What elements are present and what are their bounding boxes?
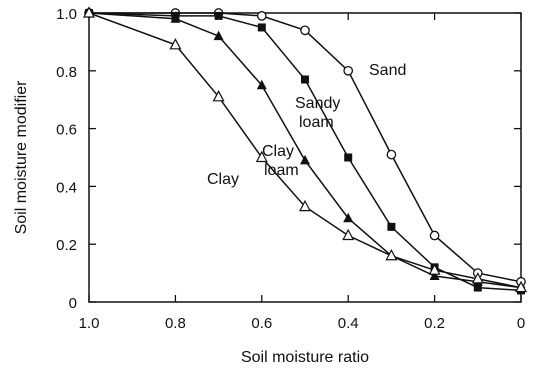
data-point-sandy-loam	[473, 283, 482, 292]
data-point-sandy-loam	[387, 222, 396, 231]
data-point-clay-loam	[429, 270, 440, 280]
data-point-sandy-loam	[257, 23, 266, 32]
x-tick-label: 0	[517, 315, 525, 332]
data-point-clay-loam	[300, 154, 310, 165]
series-label-clay-loam: loam	[264, 162, 299, 179]
data-point-clay	[255, 150, 268, 163]
series-line-clay	[88, 12, 522, 289]
y-tick-label: 0.2	[56, 237, 77, 254]
data-point-sand	[300, 25, 310, 36]
data-point-sand	[429, 230, 440, 241]
plot-frame	[88, 12, 522, 303]
y-tick-label: 0	[69, 295, 77, 312]
data-point-clay	[169, 38, 182, 50]
data-point-sandy-loam	[344, 153, 353, 162]
data-point-clay	[385, 248, 398, 261]
series-label-sandy-loam: loam	[299, 114, 334, 131]
y-tick-label: 0.8	[56, 64, 77, 81]
data-point-clay-loam	[343, 212, 354, 223]
data-point-sand	[343, 65, 354, 76]
data-point-clay	[515, 280, 527, 293]
data-point-clay	[299, 199, 311, 212]
y-tick-label: 0.4	[56, 179, 77, 196]
data-point-clay	[342, 228, 355, 241]
series-line-clay-loam	[88, 12, 522, 289]
x-tick-label: 0.6	[251, 315, 272, 332]
x-tick-label: 0.8	[165, 315, 186, 332]
data-point-clay	[83, 6, 95, 18]
data-point-sand	[386, 149, 397, 160]
data-point-clay	[428, 263, 441, 275]
x-tick-label: 0.4	[338, 315, 359, 332]
series-label-clay-loam: Clay	[262, 143, 294, 160]
data-point-clay-loam	[256, 79, 267, 90]
series-label-clay: Clay	[207, 171, 239, 188]
y-axis-title: Soil moisture modifier	[13, 80, 30, 235]
series-label-sandy-loam: Sandy	[295, 95, 340, 112]
series-line-sand	[89, 12, 522, 283]
data-point-sandy-loam	[301, 75, 309, 84]
data-point-clay	[471, 272, 484, 284]
x-tick-label: 1.0	[79, 315, 100, 332]
data-point-clay-loam	[213, 30, 224, 41]
data-point-clay-loam	[170, 13, 181, 23]
data-point-clay	[212, 90, 225, 102]
data-point-sand	[256, 11, 267, 21]
series-label-sand: Sand	[369, 62, 406, 79]
y-tick-label: 1.0	[56, 6, 77, 23]
y-tick-label: 0.6	[56, 122, 77, 139]
x-axis-title: Soil moisture ratio	[241, 349, 369, 366]
data-point-sandy-loam	[214, 11, 223, 20]
series-line-sandy-loam	[88, 12, 522, 292]
x-tick-label: 0.2	[424, 315, 445, 332]
